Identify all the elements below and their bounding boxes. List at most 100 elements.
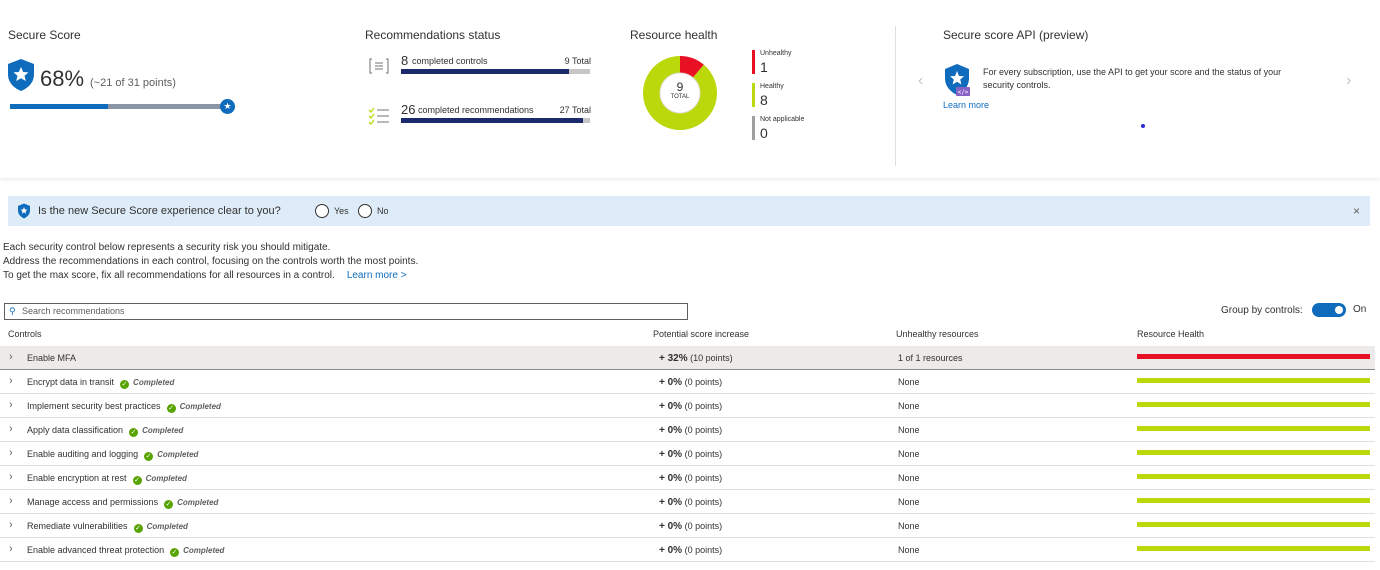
chevron-right-icon[interactable]: › [9,471,13,483]
table-row[interactable]: › Enable MFA + 32% (10 points) 1 of 1 resou… [0,346,1375,370]
completed-controls-row: 8 completed controls 9 Total [368,53,593,77]
resource-health-bar [1137,498,1370,503]
table-row[interactable]: › Encrypt data in transit ✓ Completed + 0% (… [0,370,1375,394]
description-line-3: To get the max score, fix all recommenda… [3,270,407,281]
completed-recommendations-label: completed recommendations [418,105,534,115]
table-row[interactable]: › Remediate vulnerabilities ✓ Completed + 0%… [0,514,1375,538]
group-by-controls-toggle[interactable] [1312,303,1346,317]
api-learn-more-link[interactable]: Learn more [943,100,990,110]
chevron-left-icon[interactable]: ‹ [918,72,924,89]
recommendations-status-title: Recommendations status [365,28,501,42]
check-circle-icon: ✓ [166,404,176,413]
check-circle-icon: ✓ [132,476,142,485]
control-cell: Enable MFA [27,353,76,363]
secure-score-percent: 68% [40,66,85,91]
legend-unhealthy-label: Unhealthy [760,50,792,57]
close-icon[interactable]: × [1352,204,1360,218]
completed-controls-count: 8 [401,53,409,68]
score-increase: + 0% [659,449,683,460]
chevron-right-icon[interactable]: › [9,519,13,531]
recommendations-progress-bar [401,118,590,123]
secure-score-title: Secure Score [8,28,81,42]
feedback-no-radio[interactable] [358,204,372,218]
header-unhealthy-resources[interactable]: Unhealthy resources [896,329,979,339]
controls-progress-bar [401,69,590,74]
list-bracket-icon [369,58,389,74]
resource-health-bar [1137,450,1370,455]
controls-table-body: › Enable MFA + 32% (10 points) 1 of 1 resou… [0,346,1375,562]
control-cell: Remediate vulnerabilities ✓ Completed [27,521,188,533]
legend-not-applicable-label: Not applicable [760,116,805,123]
potential-score-cell: + 0% (0 points) [659,497,722,508]
legend-healthy-value: 8 [760,92,768,108]
control-name: Enable advanced threat protection [27,545,165,555]
score-increase: + 0% [659,377,683,388]
score-increase: + 0% [659,545,683,556]
legend-unhealthy-swatch [752,50,755,74]
control-name: Encrypt data in transit [27,377,115,387]
search-input[interactable]: ⚲ Search recommendations [4,303,688,320]
score-points: (0 points) [684,401,723,411]
chevron-right-icon[interactable]: › [9,543,13,555]
control-cell: Encrypt data in transit ✓ Completed [27,377,174,389]
header-potential-score[interactable]: Potential score increase [653,329,750,339]
control-name: Implement security best practices [27,401,161,411]
legend-healthy-label: Healthy [760,83,784,90]
chevron-right-icon[interactable]: › [9,399,13,411]
chevron-right-icon[interactable]: › [9,423,13,435]
donut-segment-healthy [643,56,717,130]
score-points: (0 points) [684,521,723,531]
control-cell: Implement security best practices ✓ Comple… [27,401,221,413]
svg-text:</>: </> [958,89,969,96]
table-row[interactable]: › Enable encryption at rest ✓ Completed + 0%… [0,466,1375,490]
score-increase: + 0% [659,425,683,436]
card-divider [895,26,896,166]
chevron-right-icon[interactable]: › [1346,72,1352,89]
legend-not-applicable-swatch [752,116,755,140]
score-points: (0 points) [684,449,723,459]
table-row[interactable]: › Implement security best practices ✓ Compl… [0,394,1375,418]
chevron-right-icon[interactable]: › [9,375,13,387]
shield-icon [18,203,30,219]
unhealthy-resources-cell: 1 of 1 resources [898,353,963,363]
header-controls[interactable]: Controls [8,329,42,339]
recommendations-progress-fill [401,118,583,123]
unhealthy-resources-cell: None [898,377,920,387]
unhealthy-resources-cell: None [898,425,920,435]
chevron-right-icon[interactable]: › [9,447,13,459]
potential-score-cell: + 32% (10 points) [659,353,733,364]
feedback-yes-label[interactable]: Yes [334,206,349,216]
unhealthy-resources-cell: None [898,497,920,507]
control-cell: Enable encryption at rest ✓ Completed [27,473,187,485]
donut-center [659,72,701,114]
check-circle-icon: ✓ [144,452,154,461]
control-name: Apply data classification [27,425,124,435]
feedback-no-label[interactable]: No [377,206,389,216]
unhealthy-resources-cell: None [898,449,920,459]
score-increase: + 0% [659,521,683,532]
toggle-knob [1335,306,1343,314]
chevron-right-icon[interactable]: › [9,351,13,363]
donut-total-label: TOTAL [670,94,690,100]
potential-score-cell: + 0% (0 points) [659,545,722,556]
donut-segment-unhealthy [680,56,704,78]
score-points: (0 points) [684,425,723,435]
feedback-banner: Is the new Secure Score experience clear… [8,196,1370,226]
table-row[interactable]: › Enable advanced threat protection ✓ Compl… [0,538,1375,562]
table-row[interactable]: › Enable auditing and logging ✓ Completed + … [0,442,1375,466]
chevron-right-icon[interactable]: › [9,495,13,507]
control-cell: Enable auditing and logging ✓ Completed [27,449,198,461]
completed-status: Completed [179,402,221,411]
unhealthy-resources-cell: None [898,473,920,483]
carousel-dot[interactable] [1141,124,1145,128]
score-points: (0 points) [684,545,723,555]
description-learn-more-link[interactable]: Learn more > [346,270,407,281]
unhealthy-resources-cell: None [898,545,920,555]
table-row[interactable]: › Manage access and permissions ✓ Completed… [0,490,1375,514]
feedback-yes-radio[interactable] [315,204,329,218]
header-resource-health[interactable]: Resource Health [1137,329,1205,339]
description-line-1: Each security control below represents a… [3,242,331,253]
group-by-controls-state: On [1353,304,1367,315]
completed-status: Completed [142,426,184,435]
table-row[interactable]: › Apply data classification ✓ Completed + 0%… [0,418,1375,442]
